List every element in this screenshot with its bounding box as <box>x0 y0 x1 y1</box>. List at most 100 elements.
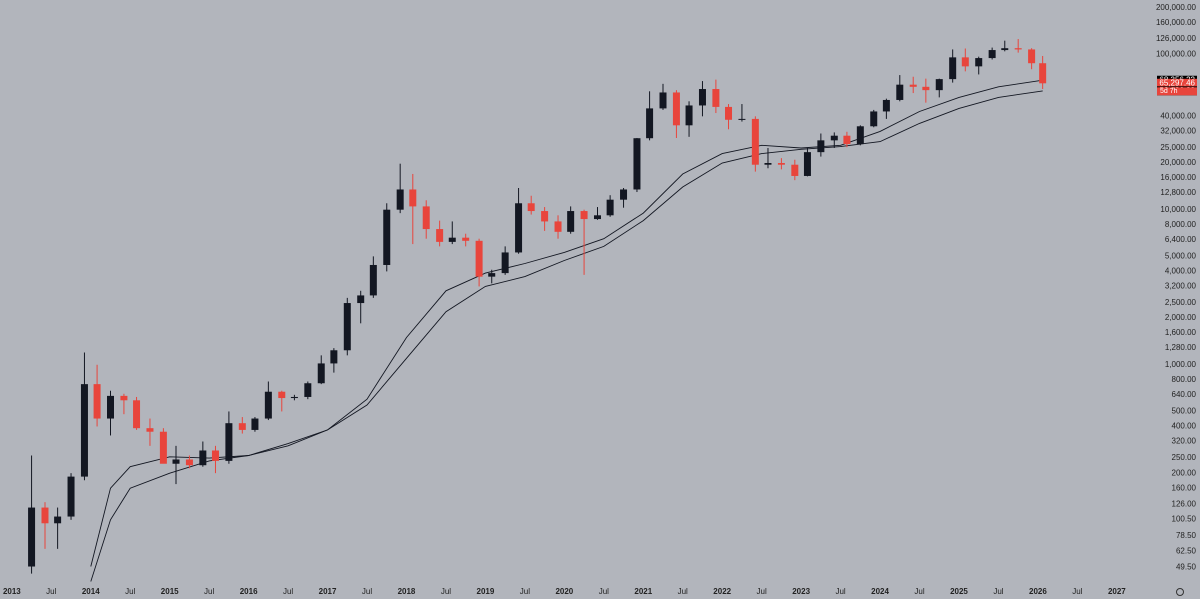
y-tick-label: 2,500.00 <box>1165 298 1197 307</box>
candle-body <box>211 450 219 461</box>
y-tick-label: 8,000.00 <box>1165 220 1197 229</box>
y-tick-label: 1,600.00 <box>1165 328 1197 337</box>
y-tick-label: 10,000.00 <box>1160 205 1196 214</box>
candle-body <box>133 400 141 429</box>
candle-body <box>264 391 272 419</box>
candle-body <box>791 164 799 176</box>
x-tick-label: Jul <box>125 587 135 596</box>
candle-body <box>541 211 549 222</box>
y-tick-label: 1,280.00 <box>1165 343 1197 352</box>
y-tick-label: 6,400.00 <box>1165 235 1197 244</box>
candle-body <box>817 140 825 153</box>
y-tick-label: 16,000.00 <box>1160 173 1196 182</box>
candle-body <box>409 189 417 207</box>
candle-body <box>488 273 496 277</box>
y-tick-label: 640.00 <box>1172 390 1197 399</box>
x-tick-label: Jul <box>283 587 293 596</box>
y-tick-label: 62.50 <box>1176 547 1197 556</box>
candle-body <box>738 118 746 120</box>
candle-body <box>448 237 456 242</box>
candle-body <box>685 105 693 126</box>
x-tick-label: Jul <box>441 587 451 596</box>
candle-body <box>777 163 785 165</box>
x-tick-label: Jul <box>46 587 56 596</box>
y-tick-label: 250.00 <box>1172 453 1197 462</box>
candle-body <box>80 384 88 477</box>
candle-body <box>317 363 325 384</box>
y-tick-label: 100.50 <box>1172 515 1197 524</box>
candle-body <box>1039 63 1047 84</box>
candle-body <box>251 418 259 430</box>
y-tick-label: 126,000.00 <box>1156 34 1197 43</box>
candle-body <box>199 450 207 466</box>
candle-body <box>330 350 338 364</box>
x-tick-label: Jul <box>914 587 924 596</box>
candle-body <box>343 303 351 351</box>
candle-body <box>159 431 167 464</box>
x-tick-label: 2017 <box>319 587 337 596</box>
x-tick-label: Jul <box>520 587 530 596</box>
candle-body <box>646 108 654 139</box>
x-tick-label: Jul <box>362 587 372 596</box>
candle-body <box>357 295 365 304</box>
x-tick-label: 2015 <box>161 587 179 596</box>
x-tick-label: 2018 <box>398 587 416 596</box>
candle-body <box>554 221 562 232</box>
y-tick-label: 126.00 <box>1172 499 1197 508</box>
candle-body <box>93 384 101 419</box>
candle-body <box>120 395 128 401</box>
x-tick-label: Jul <box>678 587 688 596</box>
candle-body <box>290 396 298 399</box>
y-tick-label: 32,000.00 <box>1160 126 1196 135</box>
candle-body <box>896 84 904 100</box>
x-tick-label: 2013 <box>3 587 21 596</box>
candle-body <box>41 507 49 524</box>
x-tick-label: 2020 <box>555 587 573 596</box>
x-tick-label: Jul <box>204 587 214 596</box>
candle-body <box>225 423 233 461</box>
candle-body <box>475 240 483 277</box>
candle-body <box>620 189 628 200</box>
x-tick-label: 2019 <box>477 587 495 596</box>
candle-body <box>856 126 864 145</box>
candle-body <box>383 209 391 265</box>
candle-body <box>975 58 983 67</box>
candle-body <box>672 92 680 126</box>
x-tick-label: 2016 <box>240 587 258 596</box>
candle-body <box>146 428 154 432</box>
y-tick-label: 400.00 <box>1172 422 1197 431</box>
candle-body <box>988 50 996 59</box>
x-tick-label: Jul <box>993 587 1003 596</box>
candle-body <box>172 459 180 464</box>
candle-body <box>185 459 193 466</box>
candle-body <box>422 206 430 230</box>
y-tick-label: 3,200.00 <box>1165 282 1197 291</box>
x-tick-label: 2027 <box>1108 587 1126 596</box>
y-tick-label: 78.50 <box>1176 531 1197 540</box>
candle-body <box>67 476 75 517</box>
y-tick-label: 49.50 <box>1176 562 1197 571</box>
y-tick-label: 500.00 <box>1172 407 1197 416</box>
candle-body <box>107 395 115 419</box>
y-tick-label: 800.00 <box>1172 375 1197 384</box>
x-tick-label: 2023 <box>792 587 810 596</box>
candle-body <box>949 57 957 80</box>
candle-body <box>304 383 312 397</box>
x-tick-label: 2022 <box>713 587 731 596</box>
candle-body <box>462 237 470 241</box>
y-tick-label: 160.00 <box>1172 483 1197 492</box>
candle-body <box>698 89 706 106</box>
y-tick-label: 4,000.00 <box>1165 267 1197 276</box>
candle-body <box>1028 49 1036 64</box>
y-tick-label: 200.00 <box>1172 468 1197 477</box>
settings-icon[interactable] <box>1176 588 1184 596</box>
y-tick-label: 12,800.00 <box>1160 188 1196 197</box>
candle-body <box>396 189 404 210</box>
price-tag <box>1157 78 1197 88</box>
candle-body <box>935 79 943 91</box>
y-tick-label: 25,000.00 <box>1160 143 1196 152</box>
x-tick-label: 2014 <box>82 587 100 596</box>
y-tick-label: 2,000.00 <box>1165 313 1197 322</box>
